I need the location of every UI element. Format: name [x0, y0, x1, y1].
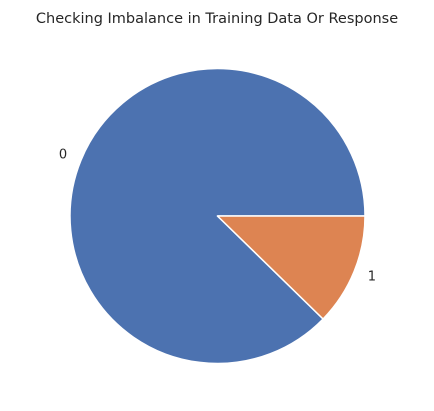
pie-slice-1	[216, 215, 366, 320]
chart-title: Checking Imbalance in Training Data Or R…	[36, 11, 398, 27]
pie-label-0: 0	[59, 147, 67, 162]
pie-slices	[69, 67, 366, 365]
pie-labels: 01	[59, 147, 376, 284]
pie-label-1: 1	[368, 270, 376, 285]
